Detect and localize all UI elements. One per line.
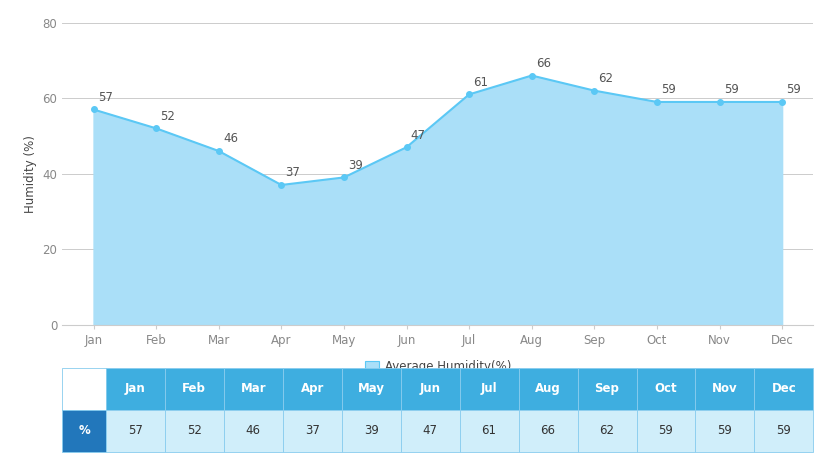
FancyBboxPatch shape: [754, 410, 813, 452]
Text: Jun: Jun: [420, 382, 441, 395]
Text: Mar: Mar: [241, 382, 266, 395]
Text: 59: 59: [717, 424, 732, 437]
Text: 39: 39: [348, 159, 363, 172]
Text: 61: 61: [481, 424, 496, 437]
Text: Feb: Feb: [183, 382, 206, 395]
FancyBboxPatch shape: [342, 368, 401, 410]
Text: 52: 52: [187, 424, 202, 437]
Text: 37: 37: [286, 167, 300, 179]
Text: Oct: Oct: [655, 382, 677, 395]
FancyBboxPatch shape: [165, 410, 224, 452]
FancyBboxPatch shape: [62, 368, 105, 410]
FancyBboxPatch shape: [460, 368, 519, 410]
Text: 62: 62: [598, 72, 613, 85]
FancyBboxPatch shape: [519, 410, 578, 452]
FancyBboxPatch shape: [224, 410, 283, 452]
Text: 59: 59: [661, 84, 676, 96]
Text: 59: 59: [658, 424, 673, 437]
Text: 59: 59: [786, 84, 801, 96]
Text: 39: 39: [364, 424, 378, 437]
Text: Jul: Jul: [481, 382, 497, 395]
Text: 47: 47: [411, 128, 426, 142]
Legend: Average Humidity(%): Average Humidity(%): [360, 355, 515, 378]
Text: 47: 47: [422, 424, 437, 437]
Text: 52: 52: [160, 110, 175, 123]
Text: May: May: [358, 382, 384, 395]
Text: 66: 66: [540, 424, 555, 437]
Text: 61: 61: [473, 76, 488, 89]
FancyBboxPatch shape: [283, 368, 342, 410]
FancyBboxPatch shape: [578, 410, 637, 452]
Text: Aug: Aug: [535, 382, 561, 395]
FancyBboxPatch shape: [62, 410, 105, 452]
Text: Nov: Nov: [712, 382, 738, 395]
FancyBboxPatch shape: [696, 410, 754, 452]
Text: 46: 46: [246, 424, 261, 437]
FancyBboxPatch shape: [637, 368, 696, 410]
FancyBboxPatch shape: [224, 368, 283, 410]
FancyBboxPatch shape: [696, 368, 754, 410]
FancyBboxPatch shape: [283, 410, 342, 452]
Text: 66: 66: [536, 57, 551, 70]
Text: 62: 62: [599, 424, 614, 437]
Text: 46: 46: [223, 133, 238, 145]
Text: 57: 57: [98, 91, 113, 104]
FancyBboxPatch shape: [519, 368, 578, 410]
FancyBboxPatch shape: [637, 410, 696, 452]
FancyBboxPatch shape: [105, 368, 165, 410]
Text: 59: 59: [777, 424, 791, 437]
Text: 37: 37: [305, 424, 320, 437]
FancyBboxPatch shape: [460, 410, 519, 452]
Y-axis label: Humidity (%): Humidity (%): [24, 135, 37, 212]
FancyBboxPatch shape: [578, 368, 637, 410]
FancyBboxPatch shape: [401, 410, 460, 452]
FancyBboxPatch shape: [105, 410, 165, 452]
FancyBboxPatch shape: [401, 368, 460, 410]
Text: Sep: Sep: [594, 382, 619, 395]
Text: Jan: Jan: [125, 382, 146, 395]
Text: 59: 59: [724, 84, 739, 96]
FancyBboxPatch shape: [342, 410, 401, 452]
Text: Dec: Dec: [772, 382, 796, 395]
FancyBboxPatch shape: [754, 368, 813, 410]
Text: 57: 57: [128, 424, 143, 437]
FancyBboxPatch shape: [165, 368, 224, 410]
Text: %: %: [78, 424, 90, 437]
Text: Apr: Apr: [300, 382, 324, 395]
